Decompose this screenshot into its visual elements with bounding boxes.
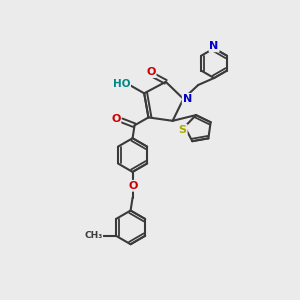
Text: S: S bbox=[179, 125, 187, 135]
Text: N: N bbox=[183, 94, 192, 104]
Text: N: N bbox=[209, 41, 219, 51]
Text: O: O bbox=[111, 114, 120, 124]
Text: O: O bbox=[146, 67, 156, 77]
Text: HO: HO bbox=[112, 80, 130, 89]
Text: CH₃: CH₃ bbox=[84, 231, 102, 240]
Text: O: O bbox=[129, 181, 138, 191]
